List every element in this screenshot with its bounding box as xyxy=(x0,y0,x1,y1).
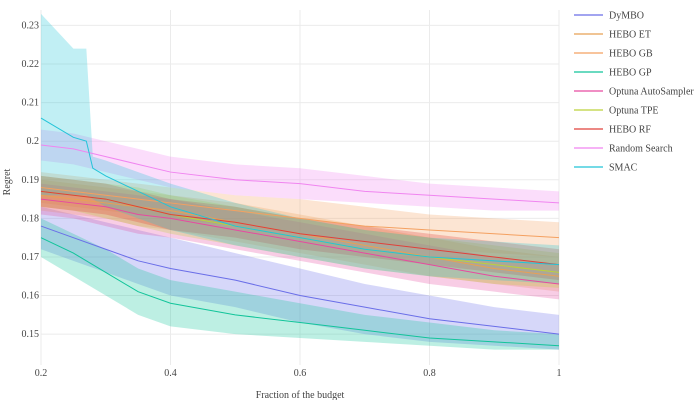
random-search-line xyxy=(40,144,560,204)
legend: DyMBO HEBO ET HEBO GB HEBO GP Optuna AutoSam… xyxy=(574,11,694,174)
y-axis-title: Regret xyxy=(2,168,13,195)
y-tick-label: 0.19 xyxy=(22,175,40,186)
legend-label-hebo-gp: HEBO GP xyxy=(609,68,652,79)
x-tick-labels: 0.2 0.4 0.6 0.8 1 xyxy=(35,368,562,379)
x-tick-label: 0.8 xyxy=(423,368,436,379)
optuna-tpe-band xyxy=(41,175,559,288)
y-tick-label: 0.22 xyxy=(22,59,40,70)
y-tick-label: 0.2 xyxy=(27,136,40,147)
x-tick-label: 0.6 xyxy=(294,368,307,379)
legend-label-hebo-et: HEBO ET xyxy=(609,30,651,41)
hebo-gb-band xyxy=(41,172,559,257)
dymbo-band xyxy=(41,206,559,350)
y-tick-labels: 0.15 0.16 0.17 0.18 0.19 0.2 0.21 0.22 0.23 xyxy=(22,20,40,340)
legend-label-optuna-autosampler: Optuna AutoSampler xyxy=(609,87,694,98)
legend-label-dymbo: DyMBO xyxy=(609,11,644,22)
random-search-band xyxy=(41,129,559,211)
smac-line xyxy=(40,117,560,266)
smac-band xyxy=(41,13,559,284)
legend-label-smac: SMAC xyxy=(609,163,638,174)
x-axis-title: Fraction of the budget xyxy=(256,390,345,400)
dymbo-line xyxy=(40,225,560,335)
hebo-gp-band xyxy=(41,218,559,350)
x-tick-label: 0.2 xyxy=(35,368,48,379)
legend-label-hebo-rf: HEBO RF xyxy=(609,125,651,136)
hebo-et-band xyxy=(41,179,559,292)
y-tick-label: 0.23 xyxy=(22,20,40,31)
y-tick-label: 0.17 xyxy=(22,252,40,263)
x-tick-label: 0.4 xyxy=(164,368,177,379)
hebo-rf-band xyxy=(41,175,559,281)
hebo-gb-line xyxy=(40,187,560,239)
legend-label-random-search: Random Search xyxy=(609,144,673,155)
legend-label-hebo-gb: HEBO GB xyxy=(609,49,653,60)
y-tick-label: 0.16 xyxy=(22,291,40,302)
series-lines xyxy=(40,117,560,347)
legend-label-optuna-tpe: Optuna TPE xyxy=(609,106,659,117)
grid xyxy=(40,10,560,365)
y-tick-label: 0.15 xyxy=(22,329,40,340)
y-tick-label: 0.18 xyxy=(22,213,40,224)
x-tick-label: 1 xyxy=(557,368,562,379)
hebo-rf-line xyxy=(40,190,560,266)
hebo-gp-line xyxy=(40,237,560,347)
optuna-autosampler-line xyxy=(40,198,560,285)
y-tick-label: 0.21 xyxy=(22,98,40,109)
